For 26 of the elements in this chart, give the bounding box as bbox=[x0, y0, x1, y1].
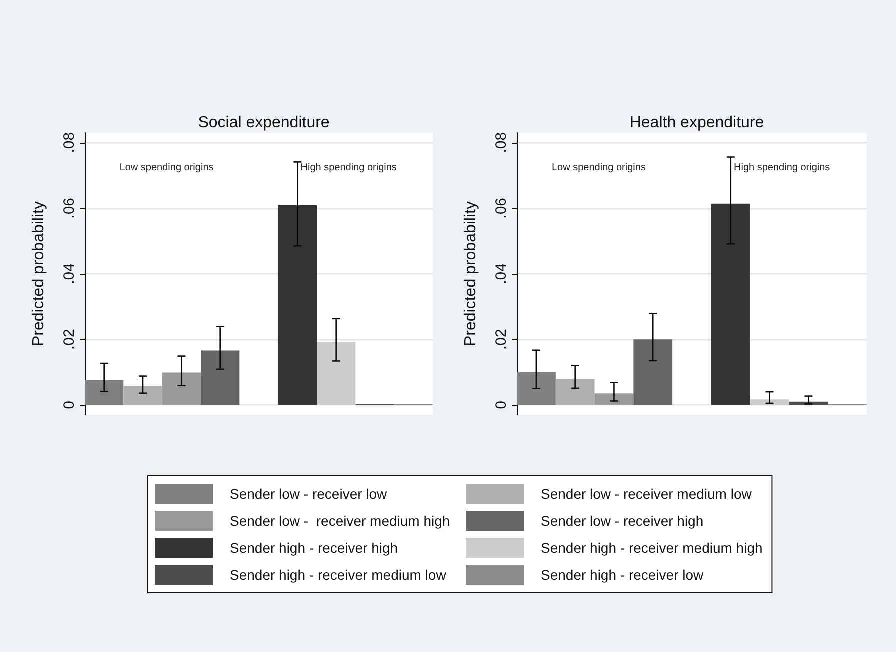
legend-label: Sender high - receiver low bbox=[541, 567, 705, 583]
y-tick-label: .02 bbox=[493, 329, 510, 350]
y-tick-label: .04 bbox=[493, 264, 510, 284]
y-tick-label: .08 bbox=[61, 132, 78, 154]
legend-label: Sender low - receiver medium low bbox=[541, 486, 753, 502]
y-tick-label: 0 bbox=[61, 400, 78, 410]
y-tick-label: .06 bbox=[61, 198, 78, 219]
y-axis-title: Predicted probability bbox=[30, 202, 48, 346]
y-tick-label: 0 bbox=[493, 400, 510, 410]
y-tick-label: .04 bbox=[61, 264, 78, 284]
annotation: High spending origins bbox=[300, 162, 397, 174]
legend-label: Sender low - receiver medium high bbox=[230, 513, 450, 529]
legend-label: Sender high - receiver medium high bbox=[541, 540, 763, 556]
legend-label: Sender high - receiver medium low bbox=[230, 567, 448, 583]
chart-title: Health expenditure bbox=[630, 114, 764, 132]
legend-label: Sender low - receiver low bbox=[230, 486, 388, 502]
legend-label: Sender low - receiver high bbox=[541, 513, 704, 529]
legend-label: Sender high - receiver high bbox=[230, 540, 398, 556]
annotation: Low spending origins bbox=[120, 162, 214, 174]
chart-title: Social expenditure bbox=[198, 114, 330, 132]
y-tick-label: .08 bbox=[493, 132, 510, 154]
annotation: High spending origins bbox=[734, 162, 830, 174]
annotation: Low spending origins bbox=[552, 162, 646, 174]
y-tick-label: .02 bbox=[61, 329, 78, 350]
y-tick-label: .06 bbox=[493, 198, 510, 219]
y-axis-title: Predicted probability bbox=[462, 202, 480, 346]
